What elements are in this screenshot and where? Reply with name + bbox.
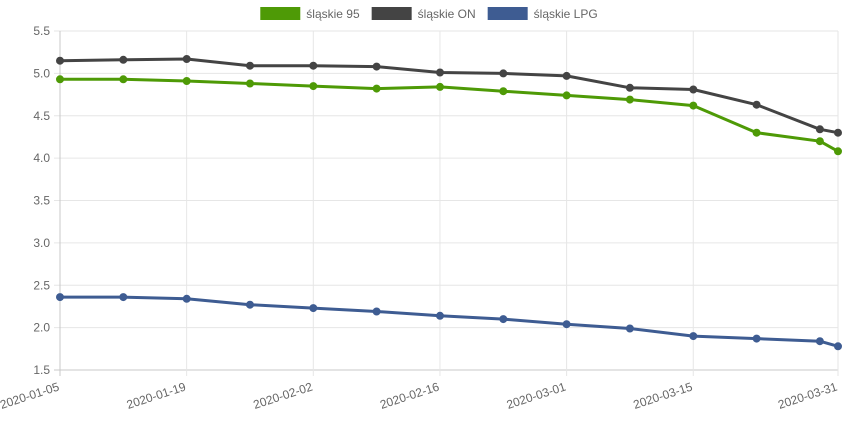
x-axis: 2020-01-05 2020-01-19 2020-02-02 2020-02-16… (0, 379, 839, 411)
x-tick-label: 2020-02-02 (252, 379, 315, 411)
data-point[interactable] (436, 68, 444, 77)
data-point[interactable] (436, 82, 444, 91)
data-point[interactable] (119, 293, 128, 302)
legend-label[interactable]: śląskie ON (418, 7, 476, 21)
y-tick-label: 2.5 (33, 278, 50, 292)
data-point[interactable] (834, 128, 842, 137)
x-tick-label: 2020-03-01 (505, 379, 568, 411)
data-point[interactable] (562, 71, 571, 80)
x-tick-label: 2020-03-31 (776, 379, 839, 411)
legend-swatch[interactable] (260, 7, 301, 20)
data-point[interactable] (752, 100, 761, 109)
data-point[interactable] (625, 324, 634, 333)
series-line (60, 77, 839, 153)
x-tick-label: 2020-01-19 (125, 379, 188, 411)
y-tick-label: 2.0 (33, 321, 50, 335)
data-point[interactable] (562, 320, 571, 329)
data-point[interactable] (562, 91, 571, 100)
data-point[interactable] (372, 307, 381, 316)
data-point[interactable] (119, 75, 128, 84)
data-point[interactable] (815, 337, 824, 346)
data-point[interactable] (436, 311, 444, 320)
data-point[interactable] (752, 334, 761, 343)
y-tick-label: 3.0 (33, 236, 50, 250)
data-point[interactable] (246, 79, 254, 88)
data-point[interactable] (834, 147, 842, 156)
data-point[interactable] (182, 55, 191, 63)
y-tick-label: 4.0 (33, 151, 50, 165)
legend-swatch[interactable] (371, 7, 412, 20)
data-point[interactable] (499, 87, 508, 96)
y-axis: 5.5 5.0 4.5 4.0 3.5 3.0 2.5 2.0 1.5 (33, 24, 50, 377)
data-point[interactable] (182, 77, 191, 85)
legend-label[interactable]: śląskie LPG (534, 7, 598, 21)
legend-label[interactable]: śląskie 95 (306, 7, 360, 21)
data-point[interactable] (372, 62, 381, 71)
data-point[interactable] (689, 85, 698, 94)
data-point[interactable] (834, 342, 842, 351)
data-point[interactable] (56, 56, 64, 65)
data-point[interactable] (689, 332, 698, 341)
data-point[interactable] (309, 82, 318, 91)
series-line (59, 57, 839, 135)
y-tick-label: 4.5 (33, 109, 50, 123)
y-tick-label: 5.5 (33, 24, 50, 38)
legend: śląskie 95 śląskie ON śląskie LPG (260, 7, 598, 21)
data-point[interactable] (689, 101, 698, 110)
grid (54, 30, 839, 376)
data-point[interactable] (815, 137, 824, 146)
data-point[interactable] (309, 61, 318, 70)
data-point[interactable] (815, 125, 824, 134)
x-tick-label: 2020-03-15 (631, 379, 694, 411)
data-point[interactable] (625, 83, 634, 92)
y-tick-label: 5.0 (33, 66, 50, 80)
legend-swatch[interactable] (487, 7, 528, 20)
x-tick-label: 2020-02-16 (378, 379, 441, 411)
series-line (60, 295, 839, 348)
y-tick-label: 1.5 (33, 363, 50, 377)
data-point[interactable] (309, 304, 318, 313)
data-point[interactable] (56, 75, 64, 84)
y-tick-label: 3.5 (33, 194, 50, 208)
data-point[interactable] (246, 300, 254, 309)
data-point[interactable] (246, 61, 254, 70)
data-point[interactable] (372, 84, 381, 93)
data-point[interactable] (499, 69, 508, 78)
data-point[interactable] (499, 315, 508, 324)
data-point[interactable] (56, 293, 64, 302)
data-point[interactable] (119, 55, 128, 64)
data-point[interactable] (752, 128, 761, 137)
x-tick-label: 2020-01-05 (0, 379, 61, 411)
data-point[interactable] (182, 294, 191, 303)
series (56, 55, 842, 351)
data-point[interactable] (625, 95, 634, 104)
